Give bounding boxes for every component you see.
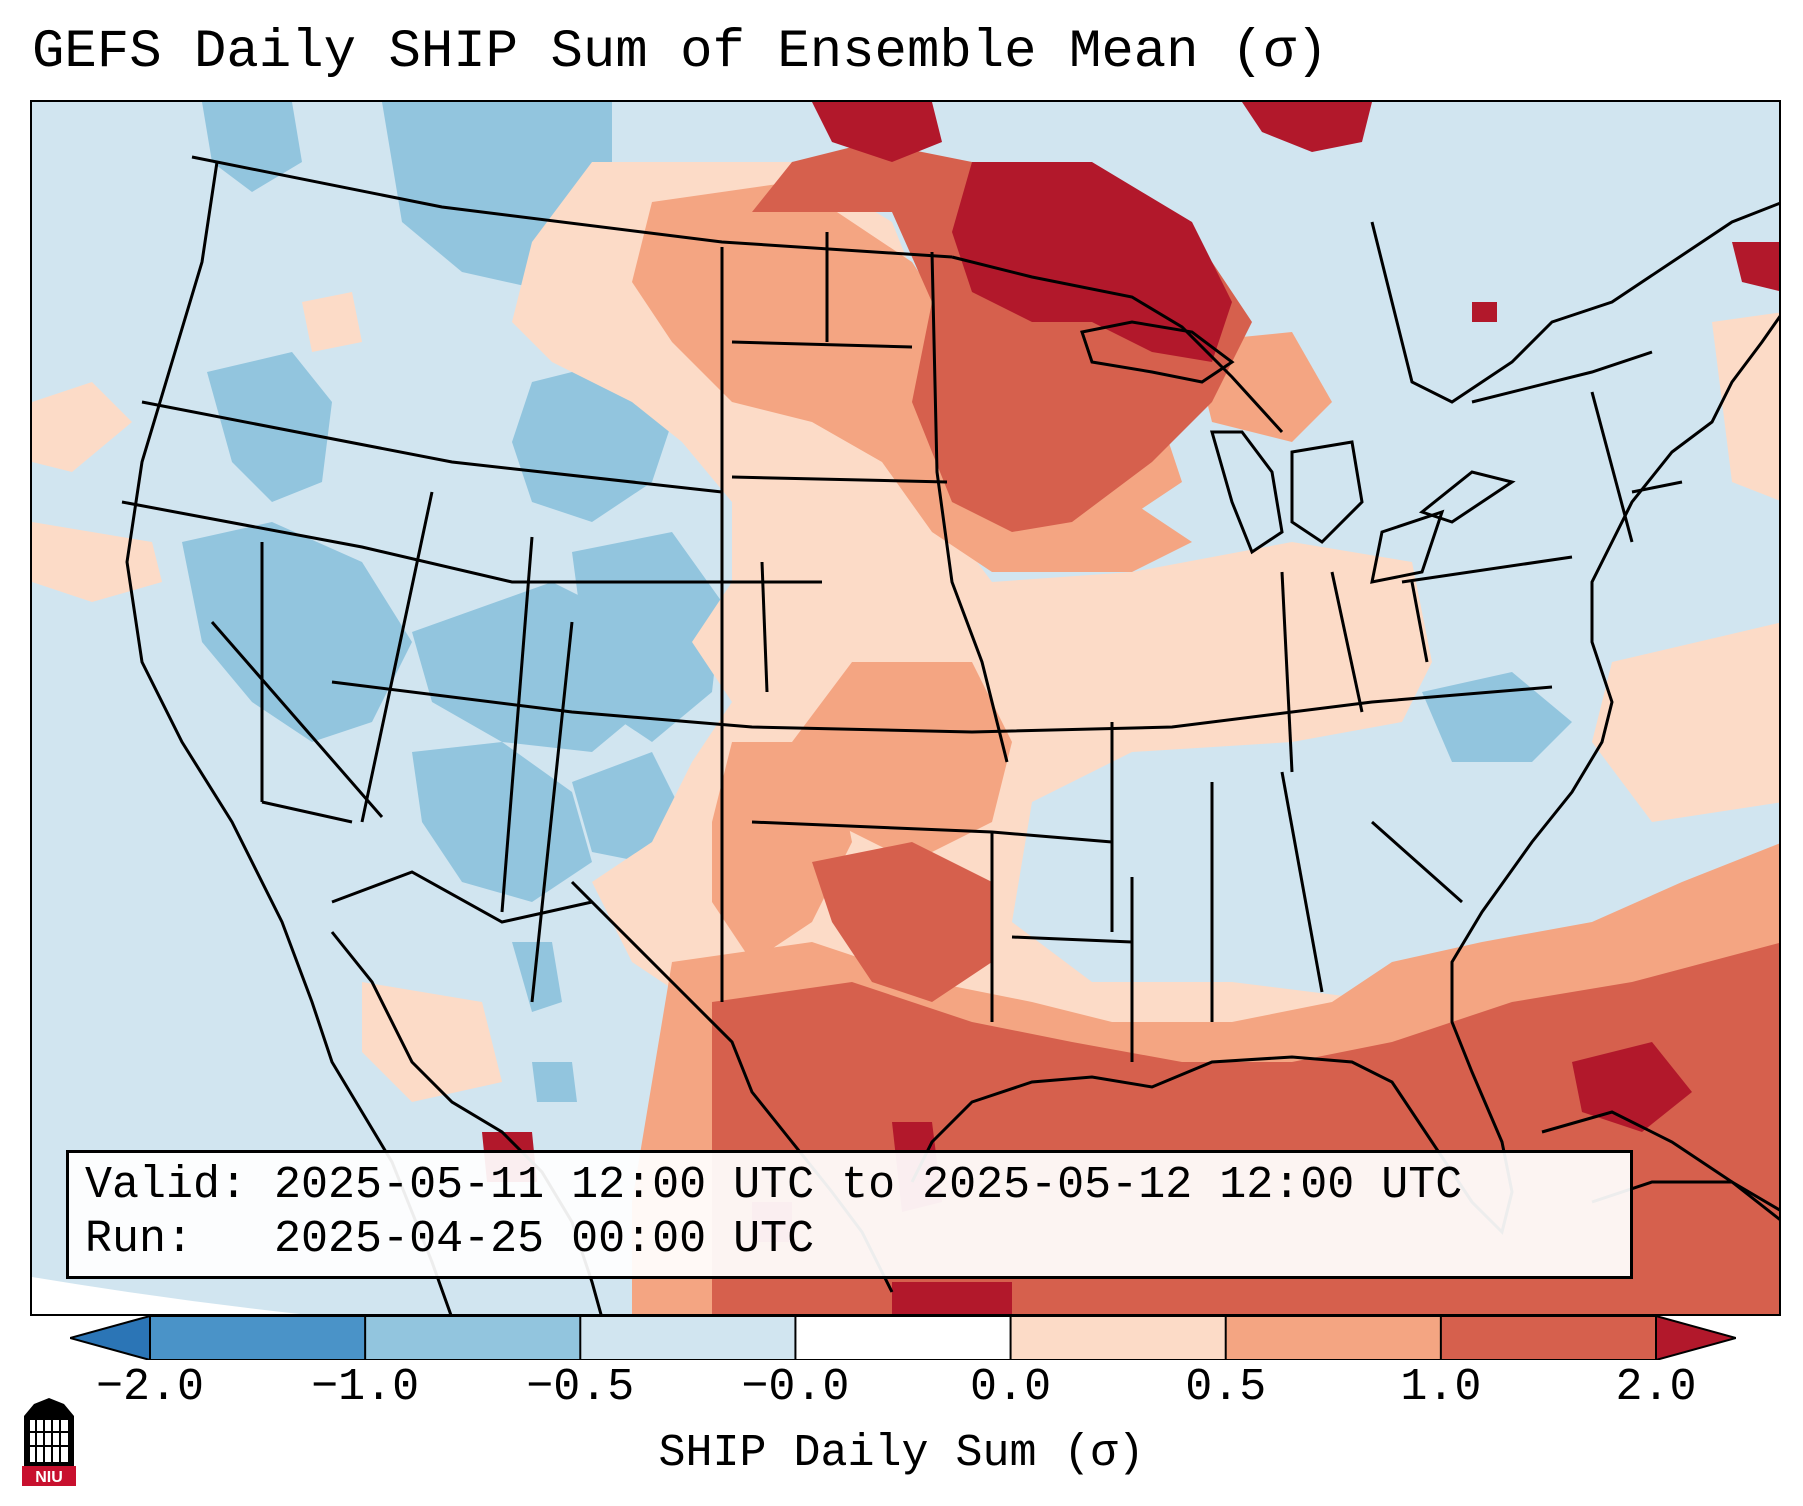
- niu-logo: NIU: [22, 1398, 76, 1486]
- colorbar-tick-label: −1.0: [311, 1362, 420, 1413]
- colorbar-tick-label: 0.5: [1185, 1362, 1267, 1413]
- svg-text:NIU: NIU: [35, 1469, 63, 1486]
- valid-time: 2025-05-11 12:00 UTC to 2025-05-12 12:00…: [274, 1160, 1463, 1211]
- colorbar-segment: [1440, 1316, 1657, 1360]
- colorbar-label: SHIP Daily Sum (σ): [658, 1428, 1145, 1479]
- colorbar-tick-label: 2.0: [1615, 1362, 1697, 1413]
- valid-label: Valid:: [85, 1160, 248, 1211]
- colorbar-tick-label: 0.0: [970, 1362, 1052, 1413]
- colorbar-tick-label: −0.0: [741, 1362, 850, 1413]
- colorbar: [70, 1316, 1736, 1360]
- anomaly-map: [32, 102, 1779, 1314]
- colorbar-segment: [1225, 1316, 1442, 1360]
- colorbar-segment: [150, 1316, 366, 1360]
- colorbar-tick-label: −2.0: [95, 1362, 205, 1413]
- map-panel: [30, 100, 1781, 1316]
- colorbar-extend-low: [70, 1316, 150, 1360]
- map-title: GEFS Daily SHIP Sum of Ensemble Mean (σ): [32, 22, 1329, 83]
- colorbar-tick-label: −0.5: [526, 1362, 635, 1413]
- valid-run-info-box: Valid: 2025-05-11 12:00 UTC to 2025-05-1…: [66, 1150, 1633, 1279]
- colorbar-tick-label: 1.0: [1400, 1362, 1482, 1413]
- colorbar-segment: [795, 1316, 1012, 1360]
- colorbar-segment: [1010, 1316, 1227, 1360]
- colorbar-segment: [365, 1316, 581, 1360]
- run-label: Run:: [85, 1214, 194, 1265]
- run-time: 2025-04-25 00:00 UTC: [274, 1214, 815, 1265]
- colorbar-extend-high: [1656, 1316, 1736, 1360]
- colorbar-segment: [580, 1316, 796, 1360]
